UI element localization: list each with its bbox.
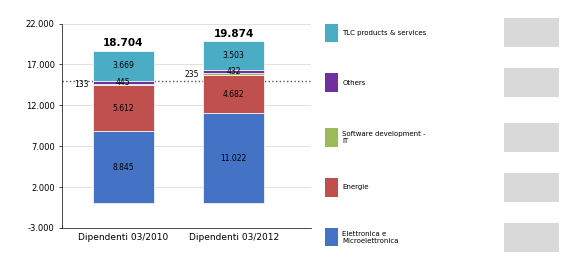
Bar — [203, 41, 264, 70]
Text: Others: Others — [342, 80, 366, 85]
Bar — [93, 84, 153, 85]
Bar — [203, 70, 264, 73]
Text: Elettronica e
Microelettronica: Elettronica e Microelettronica — [342, 231, 399, 244]
Bar — [93, 131, 153, 203]
Text: 133: 133 — [74, 80, 88, 89]
Text: Energie: Energie — [342, 184, 369, 190]
Text: 4.682: 4.682 — [223, 90, 245, 99]
Text: 8.845: 8.845 — [112, 163, 134, 172]
Text: 11.022: 11.022 — [221, 154, 247, 163]
Bar — [203, 113, 264, 203]
Text: 5.612: 5.612 — [112, 104, 134, 113]
Bar — [203, 75, 264, 113]
Text: 3.669: 3.669 — [112, 61, 134, 70]
Text: 25%: 25% — [521, 233, 542, 242]
Text: 235: 235 — [185, 70, 199, 79]
Text: 3.503: 3.503 — [223, 51, 245, 60]
Bar — [93, 51, 153, 80]
Bar — [203, 73, 264, 75]
Text: Software development -
IT: Software development - IT — [342, 131, 426, 144]
Text: 432: 432 — [226, 67, 241, 76]
Text: 445: 445 — [116, 78, 130, 87]
Text: 18.704: 18.704 — [103, 39, 143, 48]
Text: 19.874: 19.874 — [213, 29, 254, 39]
Text: + 77%: + 77% — [515, 133, 548, 142]
Text: -5%: -5% — [522, 28, 541, 37]
Text: -17%: -17% — [519, 183, 544, 192]
Text: -3%: -3% — [522, 78, 541, 87]
Bar — [93, 85, 153, 131]
Bar — [93, 80, 153, 84]
Text: TLC products & services: TLC products & services — [342, 30, 427, 36]
